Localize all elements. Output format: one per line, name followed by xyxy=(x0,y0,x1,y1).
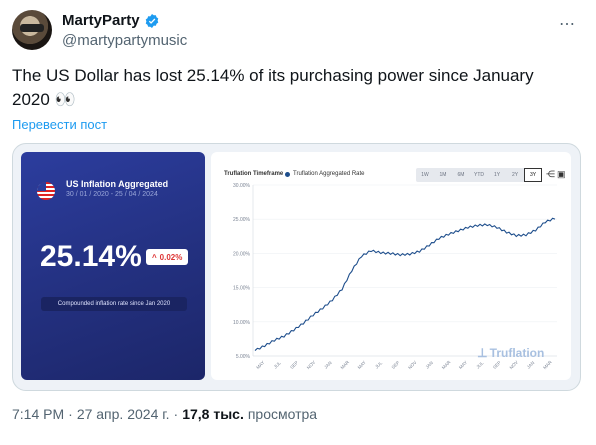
y-tick-label: 25.00% xyxy=(233,217,251,223)
x-tick-label: MAR xyxy=(340,359,351,370)
author-row: MartyParty xyxy=(62,12,160,29)
x-tick-label: JAN xyxy=(323,360,333,370)
share-icon[interactable]: ⋲ xyxy=(546,169,555,179)
x-tick-label: MAY xyxy=(357,360,367,370)
x-tick-label: SEP xyxy=(391,360,401,370)
timeframe-button-1y[interactable]: 1Y xyxy=(493,172,501,178)
x-tick-label: JAN xyxy=(526,360,536,370)
footer-separator: · xyxy=(173,406,179,422)
user-handle[interactable]: @martypartymusic xyxy=(62,32,188,49)
x-tick-label: JAN xyxy=(424,360,434,370)
translate-link[interactable]: Перевести пост xyxy=(12,117,108,132)
display-name[interactable]: MartyParty xyxy=(62,12,140,29)
timeframe-button-3y[interactable]: 3Y xyxy=(524,168,542,182)
x-tick-label: JUL xyxy=(475,360,485,370)
series-line xyxy=(254,217,556,351)
views-label: просмотра xyxy=(247,406,318,422)
y-tick-label: 15.00% xyxy=(233,286,251,292)
card-caption: Compounded inflation rate since Jan 2020 xyxy=(41,297,187,311)
x-tick-label: MAR xyxy=(542,359,553,370)
more-dots-icon[interactable]: ⋯ xyxy=(559,16,576,33)
timeframe-button-ytd[interactable]: YTD xyxy=(474,172,484,178)
timeframe-button-1m[interactable]: 1M xyxy=(439,172,447,178)
card-title: US Inflation Aggregated xyxy=(66,179,169,189)
x-tick-label: NOV xyxy=(508,360,518,370)
series-label: Truflation Aggregated Rate xyxy=(293,171,365,177)
y-tick-label: 30.00% xyxy=(233,183,251,189)
x-tick-label: NOV xyxy=(306,360,316,370)
card-date-range: 30 / 01 / 2020 - 25 / 04 / 2024 xyxy=(66,191,158,198)
tweet-text: The US Dollar has lost 25.14% of its pur… xyxy=(12,66,534,109)
avatar-glasses xyxy=(20,24,44,32)
timeframe-label: Truflation Timeframe xyxy=(224,171,284,177)
verified-badge-icon xyxy=(145,13,158,28)
tweet-footer: 7:14 PM · 27 апр. 2024 г. · 17,8 тыс. пр… xyxy=(12,406,317,422)
chart-card: Truflation Timeframe Truflation Aggregat… xyxy=(211,152,571,380)
x-tick-label: SEP xyxy=(492,360,502,370)
x-tick-label: NOV xyxy=(407,360,417,370)
watermark-text: Truflation xyxy=(489,346,545,360)
tweet-time[interactable]: 7:14 PM xyxy=(12,406,65,422)
inflation-summary-card: US Inflation Aggregated 30 / 01 / 2020 -… xyxy=(21,152,205,380)
export-icon[interactable]: ▣ xyxy=(557,169,566,179)
footer-separator: · xyxy=(68,406,73,422)
tweet-date[interactable]: 27 апр. 2024 г. xyxy=(76,406,170,422)
inflation-line-chart: 30.00% 25.00% 20.00% 15.00% 10.00% 5.00% MAY JU… xyxy=(233,183,557,370)
truflation-logo-icon: ⟂ xyxy=(478,345,487,360)
avatar[interactable] xyxy=(12,10,52,50)
timeframe-button-1w[interactable]: 1W xyxy=(421,172,429,178)
y-tick-label: 10.00% xyxy=(233,320,251,326)
timeframe-button-6m[interactable]: 6M xyxy=(457,172,465,178)
delta-value: 0.02% xyxy=(159,252,183,262)
x-tick-label: SEP xyxy=(289,360,299,370)
timeframe-button-2y[interactable]: 2Y xyxy=(511,172,519,178)
timeframe-buttons: 1W 1M 6M YTD 1Y 2Y 3Y xyxy=(416,168,542,182)
chevron-up-icon: ^ xyxy=(152,252,157,262)
x-tick-label: JUL xyxy=(273,360,283,370)
y-tick-label: 20.00% xyxy=(233,251,251,257)
delta-badge: ^ 0.02% xyxy=(146,249,189,265)
y-tick-label: 5.00% xyxy=(236,354,251,360)
x-tick-label: MAY xyxy=(458,360,468,370)
truflation-watermark: ⟂ Truflation xyxy=(478,345,544,361)
x-tick-label: MAR xyxy=(441,359,452,370)
x-tick-label: JUL xyxy=(374,360,384,370)
x-tick-label: MAY xyxy=(255,360,265,370)
legend-dot-icon xyxy=(285,172,290,177)
inflation-value: 25.14% xyxy=(40,240,142,273)
us-flag-icon xyxy=(37,182,55,200)
views-count: 17,8 тыс. xyxy=(182,406,244,422)
tweet-media-image[interactable]: US Inflation Aggregated 30 / 01 / 2020 -… xyxy=(12,143,581,391)
